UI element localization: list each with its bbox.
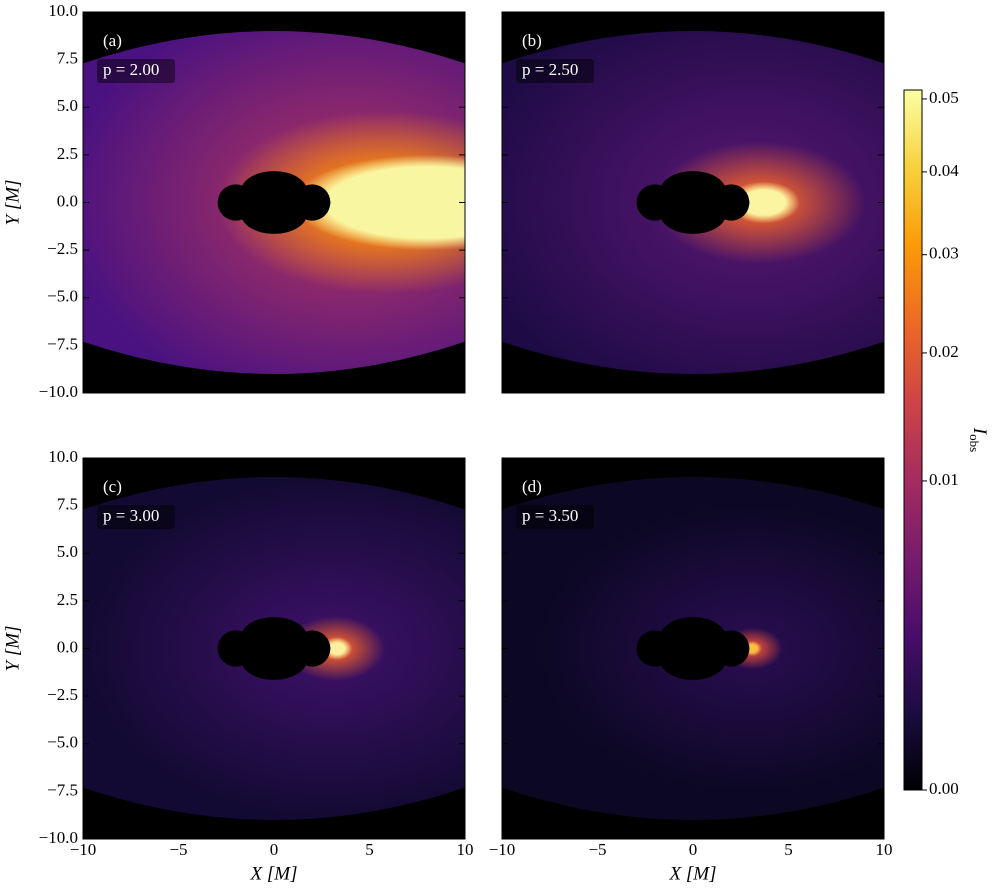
x-axis-label: X [M] <box>669 863 717 884</box>
x-tick-label: −5 <box>169 840 187 859</box>
x-tick-label: −5 <box>588 840 606 859</box>
image <box>83 477 465 820</box>
annotation-box <box>97 505 175 529</box>
x-tick-label: −10 <box>70 840 97 859</box>
panel-letter: (b) <box>522 31 542 50</box>
y-tick-label: −7.5 <box>47 780 78 799</box>
panel-parameter: p = 2.50 <box>522 60 578 79</box>
annotation-box <box>97 59 175 83</box>
y-tick-label: 2.5 <box>57 590 78 609</box>
y-tick-label: −7.5 <box>47 334 78 353</box>
y-tick-label: −5.0 <box>47 733 78 752</box>
y-axis-label: Y [M] <box>2 626 23 672</box>
annotation-box <box>516 505 594 529</box>
panel-parameter: p = 2.00 <box>103 60 159 79</box>
panel-parameter: p = 3.50 <box>522 506 578 525</box>
x-axis-label: X [M] <box>250 863 298 884</box>
colorbar-label-main: I <box>969 427 990 436</box>
y-tick-label: 0.0 <box>57 191 78 210</box>
colorbar-tick-label: 0.05 <box>929 88 959 107</box>
x-tick-label: 5 <box>784 840 793 859</box>
image <box>502 31 884 374</box>
x-tick-label: 10 <box>876 840 893 859</box>
colorbar-tick-label: 0.04 <box>929 161 959 180</box>
colorbar-tick-label: 0.01 <box>929 470 959 489</box>
y-tick-label: 7.5 <box>57 49 78 68</box>
panel: −10 −5 0 5 10 X [M] (d) p = 3.50 <box>489 457 893 884</box>
panel-letter: (c) <box>103 477 122 496</box>
x-tick-label: 10 <box>457 840 474 859</box>
panel-parameter: p = 3.00 <box>103 506 159 525</box>
y-tick-label: −2.5 <box>47 685 78 704</box>
x-tick-label: −10 <box>489 840 516 859</box>
shadow <box>217 617 331 680</box>
y-tick-label: 5.0 <box>57 96 78 115</box>
colorbar: 0.00 0.01 0.02 0.03 0.04 0.05 Iobs <box>903 88 990 798</box>
y-tick-label: −10.0 <box>39 382 78 401</box>
colorbar-label-subscript: obs <box>967 434 982 452</box>
panel: −10 −5 0 5 10 −10.0 −7.5 −5.0 −2.5 0.0 2.5 5.0 7.5 10… <box>2 447 474 884</box>
y-tick-label: 2.5 <box>57 144 78 163</box>
y-tick-label: 10.0 <box>48 447 78 466</box>
panel-letter: (a) <box>103 31 122 50</box>
x-tick-label: 5 <box>365 840 374 859</box>
colorbar-label: Iobs <box>967 427 990 452</box>
y-tick-label: −2.5 <box>47 239 78 258</box>
panel: −10.0 −7.5 −5.0 −2.5 0.0 2.5 5.0 7.5 10.0 Y [M] (a… <box>2 1 466 401</box>
image <box>83 31 465 374</box>
panel-letter: (d) <box>522 477 542 496</box>
glow <box>293 154 465 251</box>
shadow <box>636 171 750 234</box>
y-tick-label: −5.0 <box>47 287 78 306</box>
colorbar-tick-label: 0.02 <box>929 342 959 361</box>
shadow <box>217 171 331 234</box>
x-tick-label: 0 <box>689 840 698 859</box>
panel: (b) p = 2.50 <box>501 11 885 394</box>
y-tick-label: 0.0 <box>57 637 78 656</box>
colorbar-tick-label: 0.00 <box>929 779 959 798</box>
y-tick-label: 5.0 <box>57 542 78 561</box>
annotation-box <box>516 59 594 83</box>
y-tick-label: 10.0 <box>48 1 78 20</box>
image <box>502 477 884 820</box>
shadow <box>636 617 750 680</box>
colorbar-tick-label: 0.03 <box>929 244 959 263</box>
x-tick-label: 0 <box>270 840 279 859</box>
y-axis-label: Y [M] <box>2 180 23 226</box>
y-tick-label: −10.0 <box>39 828 78 847</box>
y-tick-label: 7.5 <box>57 495 78 514</box>
colorbar-fill <box>903 89 923 791</box>
